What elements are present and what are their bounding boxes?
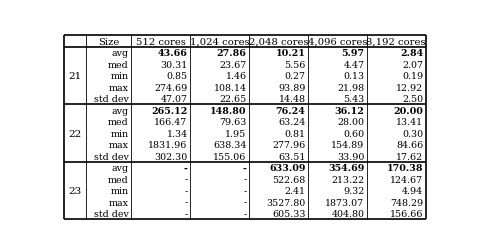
Text: 0.85: 0.85: [166, 72, 188, 81]
Text: -: -: [184, 164, 188, 172]
Text: 30.31: 30.31: [161, 60, 188, 69]
Text: 522.68: 522.68: [272, 175, 305, 184]
Text: 4.47: 4.47: [343, 60, 364, 69]
Text: 93.89: 93.89: [278, 83, 305, 92]
Text: -: -: [243, 198, 247, 207]
Text: 17.62: 17.62: [396, 152, 423, 161]
Text: 605.33: 605.33: [272, 209, 305, 218]
Text: 1.46: 1.46: [226, 72, 247, 81]
Text: 23.67: 23.67: [219, 60, 247, 69]
Text: 13.41: 13.41: [396, 118, 423, 126]
Text: 1.95: 1.95: [225, 129, 247, 138]
Text: 0.60: 0.60: [343, 129, 364, 138]
Text: 0.30: 0.30: [402, 129, 423, 138]
Text: min: min: [110, 186, 129, 195]
Text: 79.63: 79.63: [219, 118, 247, 126]
Text: med: med: [108, 175, 129, 184]
Text: 28.00: 28.00: [337, 118, 364, 126]
Text: -: -: [185, 198, 188, 207]
Text: 14.48: 14.48: [278, 95, 305, 104]
Text: -: -: [243, 175, 247, 184]
Text: -: -: [185, 186, 188, 195]
Text: -: -: [243, 164, 247, 172]
Text: std dev: std dev: [94, 209, 129, 218]
Text: -: -: [185, 175, 188, 184]
Text: med: med: [108, 118, 129, 126]
Text: 5.43: 5.43: [343, 95, 364, 104]
Text: 2.41: 2.41: [284, 186, 305, 195]
Text: 170.38: 170.38: [387, 164, 423, 172]
Text: 404.80: 404.80: [331, 209, 364, 218]
Text: 108.14: 108.14: [214, 83, 247, 92]
Text: 0.19: 0.19: [402, 72, 423, 81]
Text: 63.24: 63.24: [278, 118, 305, 126]
Text: min: min: [110, 72, 129, 81]
Text: 277.96: 277.96: [272, 140, 305, 149]
Text: avg: avg: [111, 164, 129, 172]
Text: 1,024 cores: 1,024 cores: [190, 38, 249, 46]
Text: 1.34: 1.34: [166, 129, 188, 138]
Text: 265.12: 265.12: [151, 106, 188, 115]
Text: 155.06: 155.06: [213, 152, 247, 161]
Text: 302.30: 302.30: [154, 152, 188, 161]
Text: max: max: [109, 198, 129, 207]
Text: avg: avg: [111, 49, 129, 58]
Text: 8,192 cores: 8,192 cores: [366, 38, 426, 46]
Text: 63.51: 63.51: [278, 152, 305, 161]
Text: 22.65: 22.65: [219, 95, 247, 104]
Text: 638.34: 638.34: [213, 140, 247, 149]
Text: -: -: [243, 209, 247, 218]
Text: std dev: std dev: [94, 152, 129, 161]
Text: 4,096 cores: 4,096 cores: [307, 38, 367, 46]
Text: min: min: [110, 129, 129, 138]
Text: 23: 23: [69, 186, 82, 195]
Text: 2.84: 2.84: [400, 49, 423, 58]
Text: 154.89: 154.89: [331, 140, 364, 149]
Text: 47.07: 47.07: [161, 95, 188, 104]
Text: 20.00: 20.00: [393, 106, 423, 115]
Text: 76.24: 76.24: [275, 106, 305, 115]
Text: -: -: [243, 186, 247, 195]
Text: 33.90: 33.90: [337, 152, 364, 161]
Text: 4.94: 4.94: [402, 186, 423, 195]
Text: 43.66: 43.66: [158, 49, 188, 58]
Text: 124.67: 124.67: [390, 175, 423, 184]
Text: 274.69: 274.69: [154, 83, 188, 92]
Text: 156.66: 156.66: [390, 209, 423, 218]
Text: 512 cores: 512 cores: [136, 38, 185, 46]
Text: 12.92: 12.92: [396, 83, 423, 92]
Text: Size: Size: [98, 38, 119, 46]
Text: med: med: [108, 60, 129, 69]
Text: 213.22: 213.22: [331, 175, 364, 184]
Text: 36.12: 36.12: [335, 106, 364, 115]
Text: max: max: [109, 83, 129, 92]
Text: -: -: [185, 209, 188, 218]
Text: avg: avg: [111, 106, 129, 115]
Text: 3527.80: 3527.80: [266, 198, 305, 207]
Text: std dev: std dev: [94, 95, 129, 104]
Text: 2.50: 2.50: [402, 95, 423, 104]
Text: 0.13: 0.13: [343, 72, 364, 81]
Text: 10.21: 10.21: [275, 49, 305, 58]
Text: 9.32: 9.32: [343, 186, 364, 195]
Text: 21.98: 21.98: [337, 83, 364, 92]
Text: 0.27: 0.27: [284, 72, 305, 81]
Text: 748.29: 748.29: [390, 198, 423, 207]
Text: 148.80: 148.80: [210, 106, 247, 115]
Text: 0.81: 0.81: [284, 129, 305, 138]
Text: max: max: [109, 140, 129, 149]
Text: 5.56: 5.56: [284, 60, 305, 69]
Text: 1873.07: 1873.07: [325, 198, 364, 207]
Text: 633.09: 633.09: [269, 164, 305, 172]
Text: 2,048 cores: 2,048 cores: [249, 38, 308, 46]
Text: 22: 22: [69, 129, 82, 138]
Text: 21: 21: [69, 72, 82, 81]
Text: 27.86: 27.86: [217, 49, 247, 58]
Text: 354.69: 354.69: [328, 164, 364, 172]
Text: 5.97: 5.97: [341, 49, 364, 58]
Text: 166.47: 166.47: [154, 118, 188, 126]
Text: 2.07: 2.07: [402, 60, 423, 69]
Text: 1831.96: 1831.96: [148, 140, 188, 149]
Text: 84.66: 84.66: [396, 140, 423, 149]
